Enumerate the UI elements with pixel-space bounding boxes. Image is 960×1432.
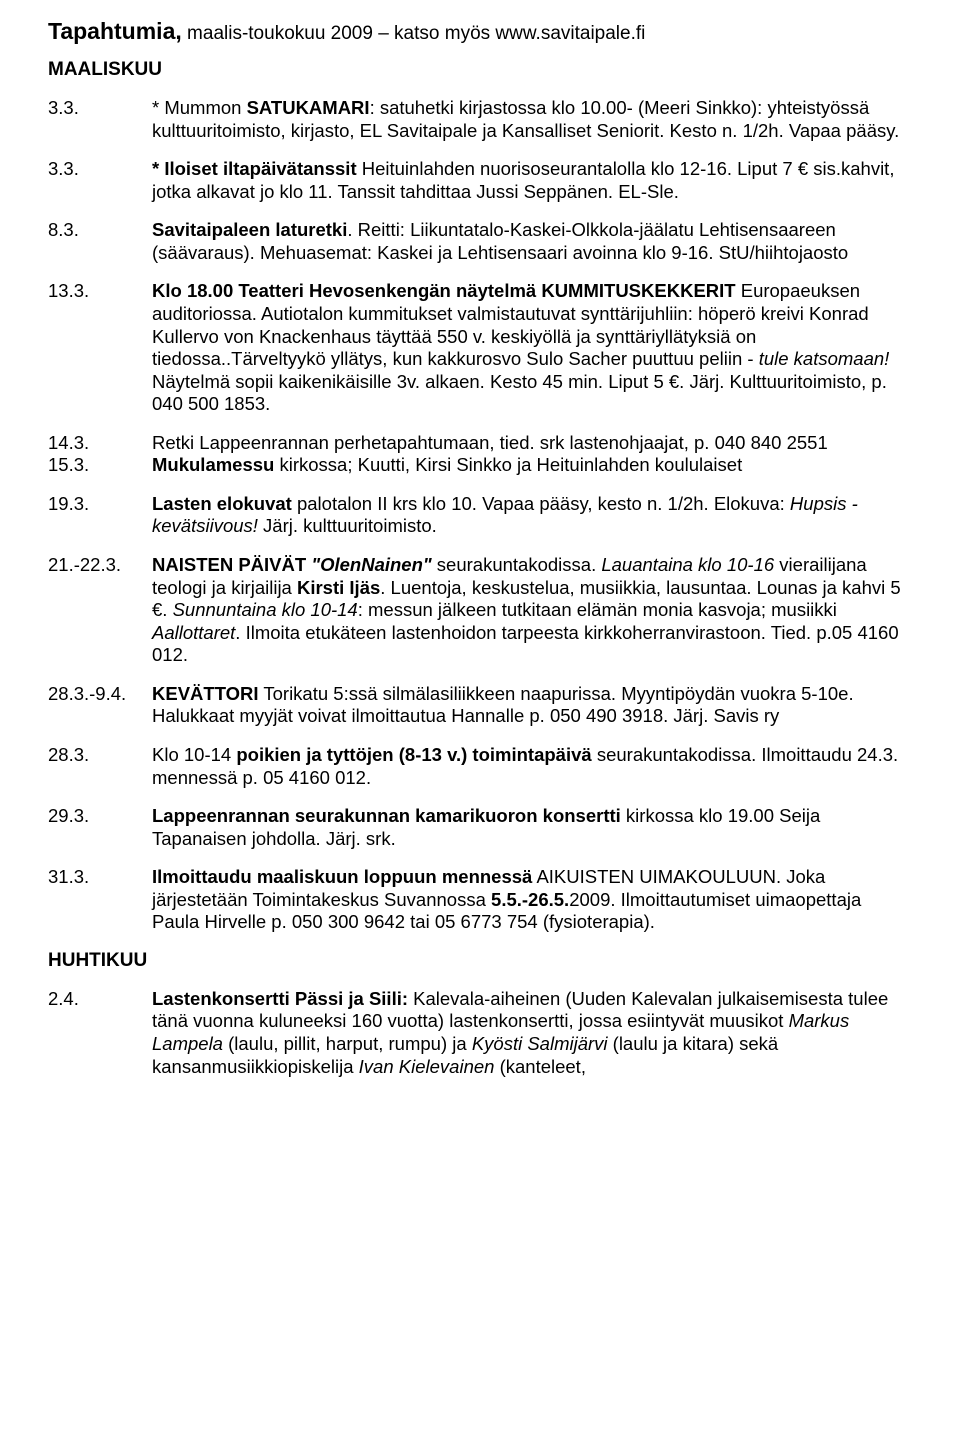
event-body: * Mummon SATUKAMARI: satuhetki kirjastos… xyxy=(152,97,912,142)
document-page: Tapahtumia, maalis-toukokuu 2009 – katso… xyxy=(0,0,960,1134)
event-body: Mukulamessu kirkossa; Kuutti, Kirsi Sink… xyxy=(152,454,912,477)
event-body: NAISTEN PÄIVÄT "OlenNainen" seurakuntako… xyxy=(152,554,912,667)
bold-text: Mukulamessu xyxy=(152,454,274,475)
event-entry: 2.4. Lastenkonsertti Pässi ja Siili: Kal… xyxy=(48,988,912,1078)
italic-text: Lauantaina klo 10-16 xyxy=(601,554,774,575)
event-body: Klo 10-14 poikien ja tyttöjen (8-13 v.) … xyxy=(152,744,912,789)
text: kirkossa; Kuutti, Kirsi Sinkko ja Heitui… xyxy=(274,454,742,475)
event-body: Lastenkonsertti Pässi ja Siili: Kalevala… xyxy=(152,988,912,1078)
event-date: 28.3. xyxy=(48,744,152,789)
event-entry: 15.3. Mukulamessu kirkossa; Kuutti, Kirs… xyxy=(48,454,912,477)
bold-text: poikien ja tyttöjen (8-13 v.) toimintapä… xyxy=(236,744,591,765)
event-entry: 21.-22.3. NAISTEN PÄIVÄT "OlenNainen" se… xyxy=(48,554,912,667)
text: * Mummon xyxy=(152,97,247,118)
event-date: 28.3.-9.4. xyxy=(48,683,152,728)
event-body: * Iloiset iltapäivätanssit Heituinlahden… xyxy=(152,158,912,203)
bold-text: Kirsti Ijäs xyxy=(297,577,380,598)
event-date: 19.3. xyxy=(48,493,152,538)
bold-text: SATUKAMARI xyxy=(247,97,370,118)
title-main: Tapahtumia, xyxy=(48,18,182,44)
event-date: 15.3. xyxy=(48,454,152,477)
event-body: Lappeenrannan seurakunnan kamarikuoron k… xyxy=(152,805,912,850)
event-entry: 13.3. Klo 18.00 Teatteri Hevosenkengän n… xyxy=(48,280,912,415)
page-title: Tapahtumia, maalis-toukokuu 2009 – katso… xyxy=(48,18,912,45)
event-entry: 29.3. Lappeenrannan seurakunnan kamariku… xyxy=(48,805,912,850)
title-rest: maalis-toukokuu 2009 – katso myös www.sa… xyxy=(182,23,646,44)
event-entry: 28.3.-9.4. KEVÄTTORI Torikatu 5:ssä silm… xyxy=(48,683,912,728)
event-body: Klo 18.00 Teatteri Hevosenkengän näytelm… xyxy=(152,280,912,415)
italic-text: Sunnuntaina klo 10-14 xyxy=(173,599,358,620)
event-date: 13.3. xyxy=(48,280,152,415)
event-body: Retki Lappeenrannan perhetapahtumaan, ti… xyxy=(152,432,912,455)
italic-text: Ivan Kielevainen xyxy=(359,1056,495,1077)
event-body: Lasten elokuvat palotalon II krs klo 10.… xyxy=(152,493,912,538)
bold-text: Lappeenrannan seurakunnan kamarikuoron k… xyxy=(152,805,621,826)
text: (laulu, pillit, harput, rumpu) ja xyxy=(223,1033,472,1054)
text: . Ilmoita etukäteen lastenhoidon tarpees… xyxy=(152,622,899,666)
event-body: Ilmoittaudu maaliskuun loppuun mennessä … xyxy=(152,866,912,934)
event-entry: 3.3. * Mummon SATUKAMARI: satuhetki kirj… xyxy=(48,97,912,142)
event-entry: 14.3. Retki Lappeenrannan perhetapahtuma… xyxy=(48,432,912,455)
bold-text: Savitaipaleen laturetki xyxy=(152,219,347,240)
event-body: KEVÄTTORI Torikatu 5:ssä silmälasiliikke… xyxy=(152,683,912,728)
italic-text: tule katsomaan! xyxy=(759,348,890,369)
text: Retki Lappeenrannan perhetapahtumaan, ti… xyxy=(152,432,828,453)
text: seurakuntakodissa. xyxy=(432,554,602,575)
italic-text: Kyösti Salmijärvi xyxy=(472,1033,608,1054)
bold-text: NAISTEN PÄIVÄT xyxy=(152,554,311,575)
bold-text: 5.5.-26.5. xyxy=(491,889,569,910)
text: palotalon II krs klo 10. Vapaa pääsy, ke… xyxy=(292,493,790,514)
event-body: Savitaipaleen laturetki. Reitti: Liikunt… xyxy=(152,219,912,264)
section-huhtikuu: HUHTIKUU xyxy=(48,950,912,972)
bold-text: KEVÄTTORI xyxy=(152,683,259,704)
text: Klo 10-14 xyxy=(152,744,236,765)
event-entry: 19.3. Lasten elokuvat palotalon II krs k… xyxy=(48,493,912,538)
bold-text: Lasten elokuvat xyxy=(152,493,292,514)
bold-italic-text: "OlenNainen" xyxy=(311,554,431,575)
bold-text: Lastenkonsertti Pässi ja Siili: xyxy=(152,988,408,1009)
event-entry: 31.3. Ilmoittaudu maaliskuun loppuun men… xyxy=(48,866,912,934)
event-date: 3.3. xyxy=(48,97,152,142)
event-date: 14.3. xyxy=(48,432,152,455)
event-date: 3.3. xyxy=(48,158,152,203)
text: Järj. kulttuuritoimisto. xyxy=(258,515,437,536)
event-date: 2.4. xyxy=(48,988,152,1078)
event-date: 8.3. xyxy=(48,219,152,264)
bold-text: Ilmoittaudu maaliskuun loppuun mennessä xyxy=(152,866,532,887)
event-date: 29.3. xyxy=(48,805,152,850)
event-entry: 8.3. Savitaipaleen laturetki. Reitti: Li… xyxy=(48,219,912,264)
text: Näytelmä sopii kaikenikäisille 3v. alkae… xyxy=(152,371,887,415)
bold-text: Klo 18.00 Teatteri Hevosenkengän näytelm… xyxy=(152,280,736,301)
text: : messun jälkeen tutkitaan elämän monia … xyxy=(358,599,837,620)
italic-text: Aallottaret xyxy=(152,622,235,643)
event-date: 21.-22.3. xyxy=(48,554,152,667)
event-entry: 3.3. * Iloiset iltapäivätanssit Heituinl… xyxy=(48,158,912,203)
text: (kanteleet, xyxy=(494,1056,586,1077)
event-entry: 28.3. Klo 10-14 poikien ja tyttöjen (8-1… xyxy=(48,744,912,789)
section-maaliskuu: MAALISKUU xyxy=(48,59,912,81)
bold-text: * Iloiset iltapäivätanssit xyxy=(152,158,357,179)
event-date: 31.3. xyxy=(48,866,152,934)
